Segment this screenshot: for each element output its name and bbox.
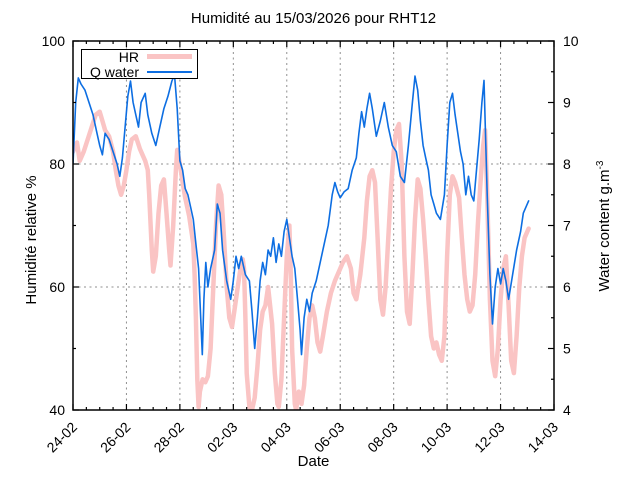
y-right-axis-label: Water content g.m-3 bbox=[591, 76, 613, 376]
x-tick-label: 02-03 bbox=[204, 419, 241, 456]
x-axis-label: Date bbox=[297, 453, 330, 470]
y-right-tick-label: 5 bbox=[563, 341, 571, 357]
chart-title: Humidité au 15/03/2026 pour RHT12 bbox=[190, 10, 437, 27]
x-tick-label: 08-03 bbox=[364, 419, 401, 456]
legend-item-hr: HR bbox=[82, 50, 197, 64]
legend-label-hr: HR bbox=[118, 48, 139, 65]
x-tick-label: 26-02 bbox=[97, 419, 134, 456]
x-tick-label: 12-03 bbox=[471, 419, 508, 456]
x-tick-label: 04-03 bbox=[257, 419, 294, 456]
y-left-tick-label: 60 bbox=[49, 279, 65, 295]
x-tick-label: 28-02 bbox=[150, 419, 187, 456]
y-right-axis-label-exponent: -3 bbox=[595, 160, 606, 170]
x-tick-label: 24-02 bbox=[43, 419, 80, 456]
series-line-q-water bbox=[73, 74, 530, 356]
series-line-hr bbox=[73, 109, 531, 410]
legend-label-qwater: Q water bbox=[89, 63, 139, 80]
y-right-tick-label: 4 bbox=[563, 402, 571, 418]
y-right-axis-label-text: Water content g.m bbox=[596, 169, 613, 292]
y-left-axis-label: Humidité relative % bbox=[23, 175, 40, 305]
x-tick-label: 10-03 bbox=[418, 419, 455, 456]
legend-line-sample-hr bbox=[147, 54, 192, 59]
y-right-tick-label: 8 bbox=[563, 156, 571, 172]
x-tick-label: 14-03 bbox=[524, 419, 561, 456]
legend-item-qwater: Q water bbox=[82, 65, 197, 79]
y-right-tick-label: 6 bbox=[563, 279, 571, 295]
legend: HR Q water bbox=[81, 49, 198, 79]
y-right-tick-label: 9 bbox=[563, 95, 571, 111]
x-tick-label: 06-03 bbox=[311, 419, 348, 456]
y-left-tick-label: 80 bbox=[49, 156, 65, 172]
legend-line-sample-qwater bbox=[147, 70, 192, 73]
y-left-tick-label: 40 bbox=[49, 402, 65, 418]
y-left-tick-label: 100 bbox=[42, 33, 66, 49]
y-right-tick-label: 10 bbox=[563, 33, 579, 49]
y-right-tick-label: 7 bbox=[563, 218, 571, 234]
